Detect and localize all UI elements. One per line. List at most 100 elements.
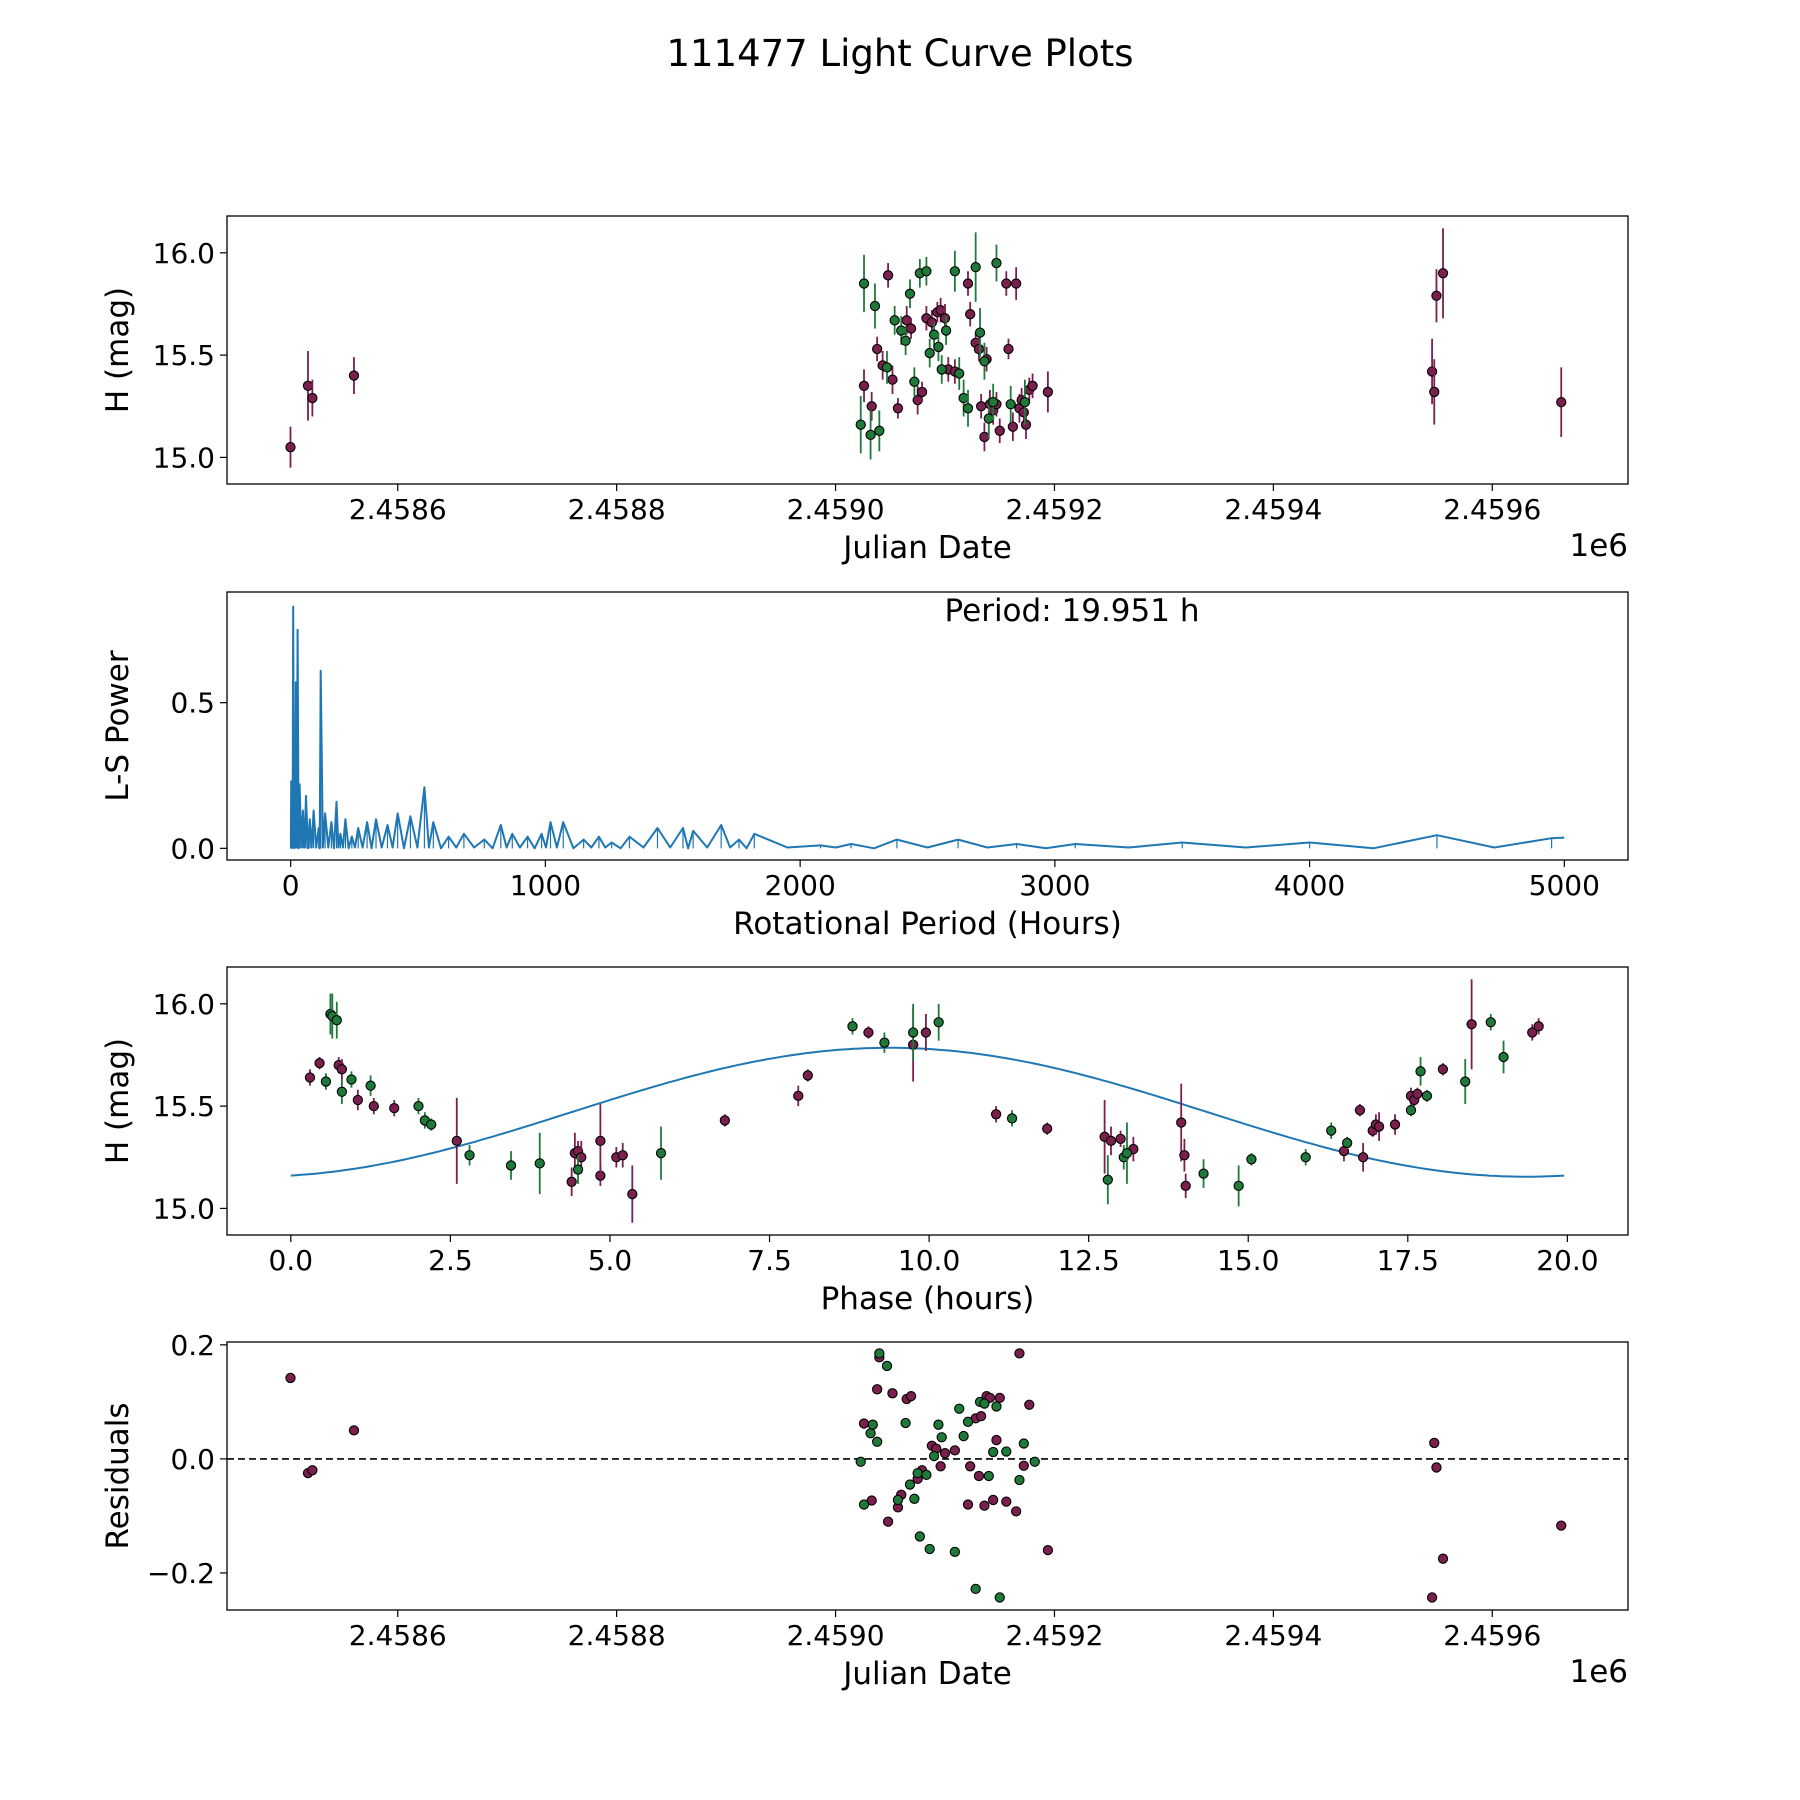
x-tick-label: 2.4592 — [1005, 1619, 1103, 1652]
r-band-point — [1527, 1027, 1538, 1038]
r-band-point — [949, 1445, 961, 1456]
g-band-point — [874, 1348, 885, 1359]
g-band-point — [464, 1150, 475, 1161]
g-band-point — [921, 1469, 932, 1481]
r-band-point — [916, 386, 928, 398]
periodogram-panel: 0 1000 2000 3000 4000 5000 0.0 0.5 Rotational Pe… — [100, 591, 1629, 942]
g-band-point — [949, 266, 961, 277]
g-band-point — [914, 1531, 925, 1542]
g-band-point — [962, 1416, 974, 1427]
r-band-point — [314, 1058, 325, 1069]
figure-title: 111477 Light Curve Plots — [666, 32, 1133, 75]
residuals-x-axis-label: Julian Date — [841, 1656, 1012, 1692]
g-band-point — [505, 1160, 517, 1171]
g-band-point — [958, 392, 969, 404]
x-tick-label: 1000 — [510, 869, 581, 902]
y-tick-label: 0.5 — [170, 687, 215, 720]
g-band-point — [900, 335, 911, 346]
g-band-point — [988, 1446, 999, 1458]
r-band-point — [617, 1150, 628, 1161]
r-band-point — [1533, 1021, 1544, 1032]
r-band-point — [1176, 1117, 1187, 1128]
lightcurve-y-axis-label: H (mag) — [100, 287, 136, 413]
x-tick-label: 2.4594 — [1224, 493, 1322, 526]
g-band-point — [1121, 1148, 1133, 1159]
r-band-point — [1179, 1150, 1190, 1161]
r-band-point — [1014, 1348, 1025, 1359]
x-tick-label: 2.4596 — [1443, 1619, 1541, 1652]
r-band-point — [887, 1388, 898, 1399]
y-tick-label: 16.0 — [153, 988, 215, 1021]
r-band-point — [1105, 1135, 1117, 1147]
r-band-point — [1412, 1088, 1423, 1099]
sinusoid-fit-curve — [290, 1046, 1565, 1178]
g-band-point — [1014, 1474, 1025, 1486]
y-tick-label: 0.0 — [170, 1443, 215, 1476]
g-band-point — [924, 347, 935, 359]
g-band-point — [933, 341, 944, 353]
r-band-point — [1437, 1553, 1449, 1564]
g-band-point — [936, 364, 947, 375]
r-band-point — [1429, 1437, 1440, 1449]
r-band-point — [802, 1070, 813, 1081]
g-band-point — [865, 1428, 876, 1439]
g-band-point — [928, 1450, 940, 1462]
r-band-point — [1431, 290, 1442, 301]
periodogram-line — [289, 605, 1565, 850]
g-band-point — [869, 300, 881, 312]
r-band-point — [1389, 1119, 1401, 1130]
r-band-point — [965, 1461, 976, 1472]
r-band-point — [1001, 1496, 1012, 1507]
r-band-point — [1007, 421, 1019, 432]
r-band-point — [304, 1072, 316, 1083]
r-band-point — [1357, 1152, 1369, 1163]
g-band-point — [991, 257, 1002, 269]
r-band-point — [973, 343, 985, 355]
periodogram-frame — [226, 591, 1629, 861]
r-band-point — [793, 1090, 804, 1102]
r-band-point — [962, 1499, 974, 1510]
g-band-point — [1018, 1438, 1029, 1449]
g-band-point — [336, 1086, 348, 1097]
g-band-point — [1246, 1154, 1257, 1165]
r-band-point — [1180, 1180, 1191, 1192]
periodogram-plot-area — [289, 605, 1565, 850]
g-band-point — [983, 1470, 994, 1482]
x-tick-label: 2.4590 — [787, 493, 885, 526]
periodogram-y-axis-label: L-S Power — [100, 650, 136, 801]
r-band-point — [1042, 1123, 1053, 1134]
g-band-point — [346, 1074, 357, 1085]
r-band-point — [595, 1135, 606, 1147]
r-band-point — [719, 1115, 730, 1126]
g-band-point — [924, 1543, 935, 1555]
r-band-point — [1018, 407, 1029, 418]
g-band-point — [970, 1583, 981, 1595]
r-band-point — [336, 1064, 348, 1075]
x-tick-label: 2.4588 — [568, 1619, 666, 1652]
g-band-point — [912, 1467, 923, 1479]
residuals-panel: 2.4586 2.4588 2.4590 2.4592 2.4594 2.4596 −0.2… — [100, 1329, 1629, 1692]
residuals-frame — [226, 1341, 1629, 1611]
r-band-point — [307, 392, 318, 404]
r-band-point — [1556, 397, 1567, 408]
r-band-point — [882, 1516, 894, 1527]
g-band-point — [1019, 397, 1031, 408]
g-band-point — [1001, 1446, 1012, 1457]
r-band-point — [920, 1027, 932, 1038]
lightcurve-x-axis-label: Julian Date — [841, 530, 1012, 566]
r-band-point — [965, 309, 976, 320]
r-band-point — [1429, 386, 1440, 398]
plot-panels: 2.4586 2.4588 2.4590 2.4592 2.4594 2.4596 15.0… — [100, 215, 1629, 1692]
g-band-point — [855, 1456, 866, 1467]
r-band-point — [882, 270, 894, 281]
g-band-point — [933, 1419, 944, 1430]
g-band-point — [1405, 1105, 1417, 1116]
period-annotation: Period: 19.951 h — [945, 593, 1200, 629]
r-band-point — [991, 1434, 1002, 1446]
r-band-point — [566, 1176, 577, 1187]
phased-frame — [226, 966, 1629, 1236]
r-band-point — [990, 1109, 1002, 1120]
r-band-point — [994, 1392, 1005, 1404]
x-tick-label: 2.4592 — [1005, 493, 1103, 526]
